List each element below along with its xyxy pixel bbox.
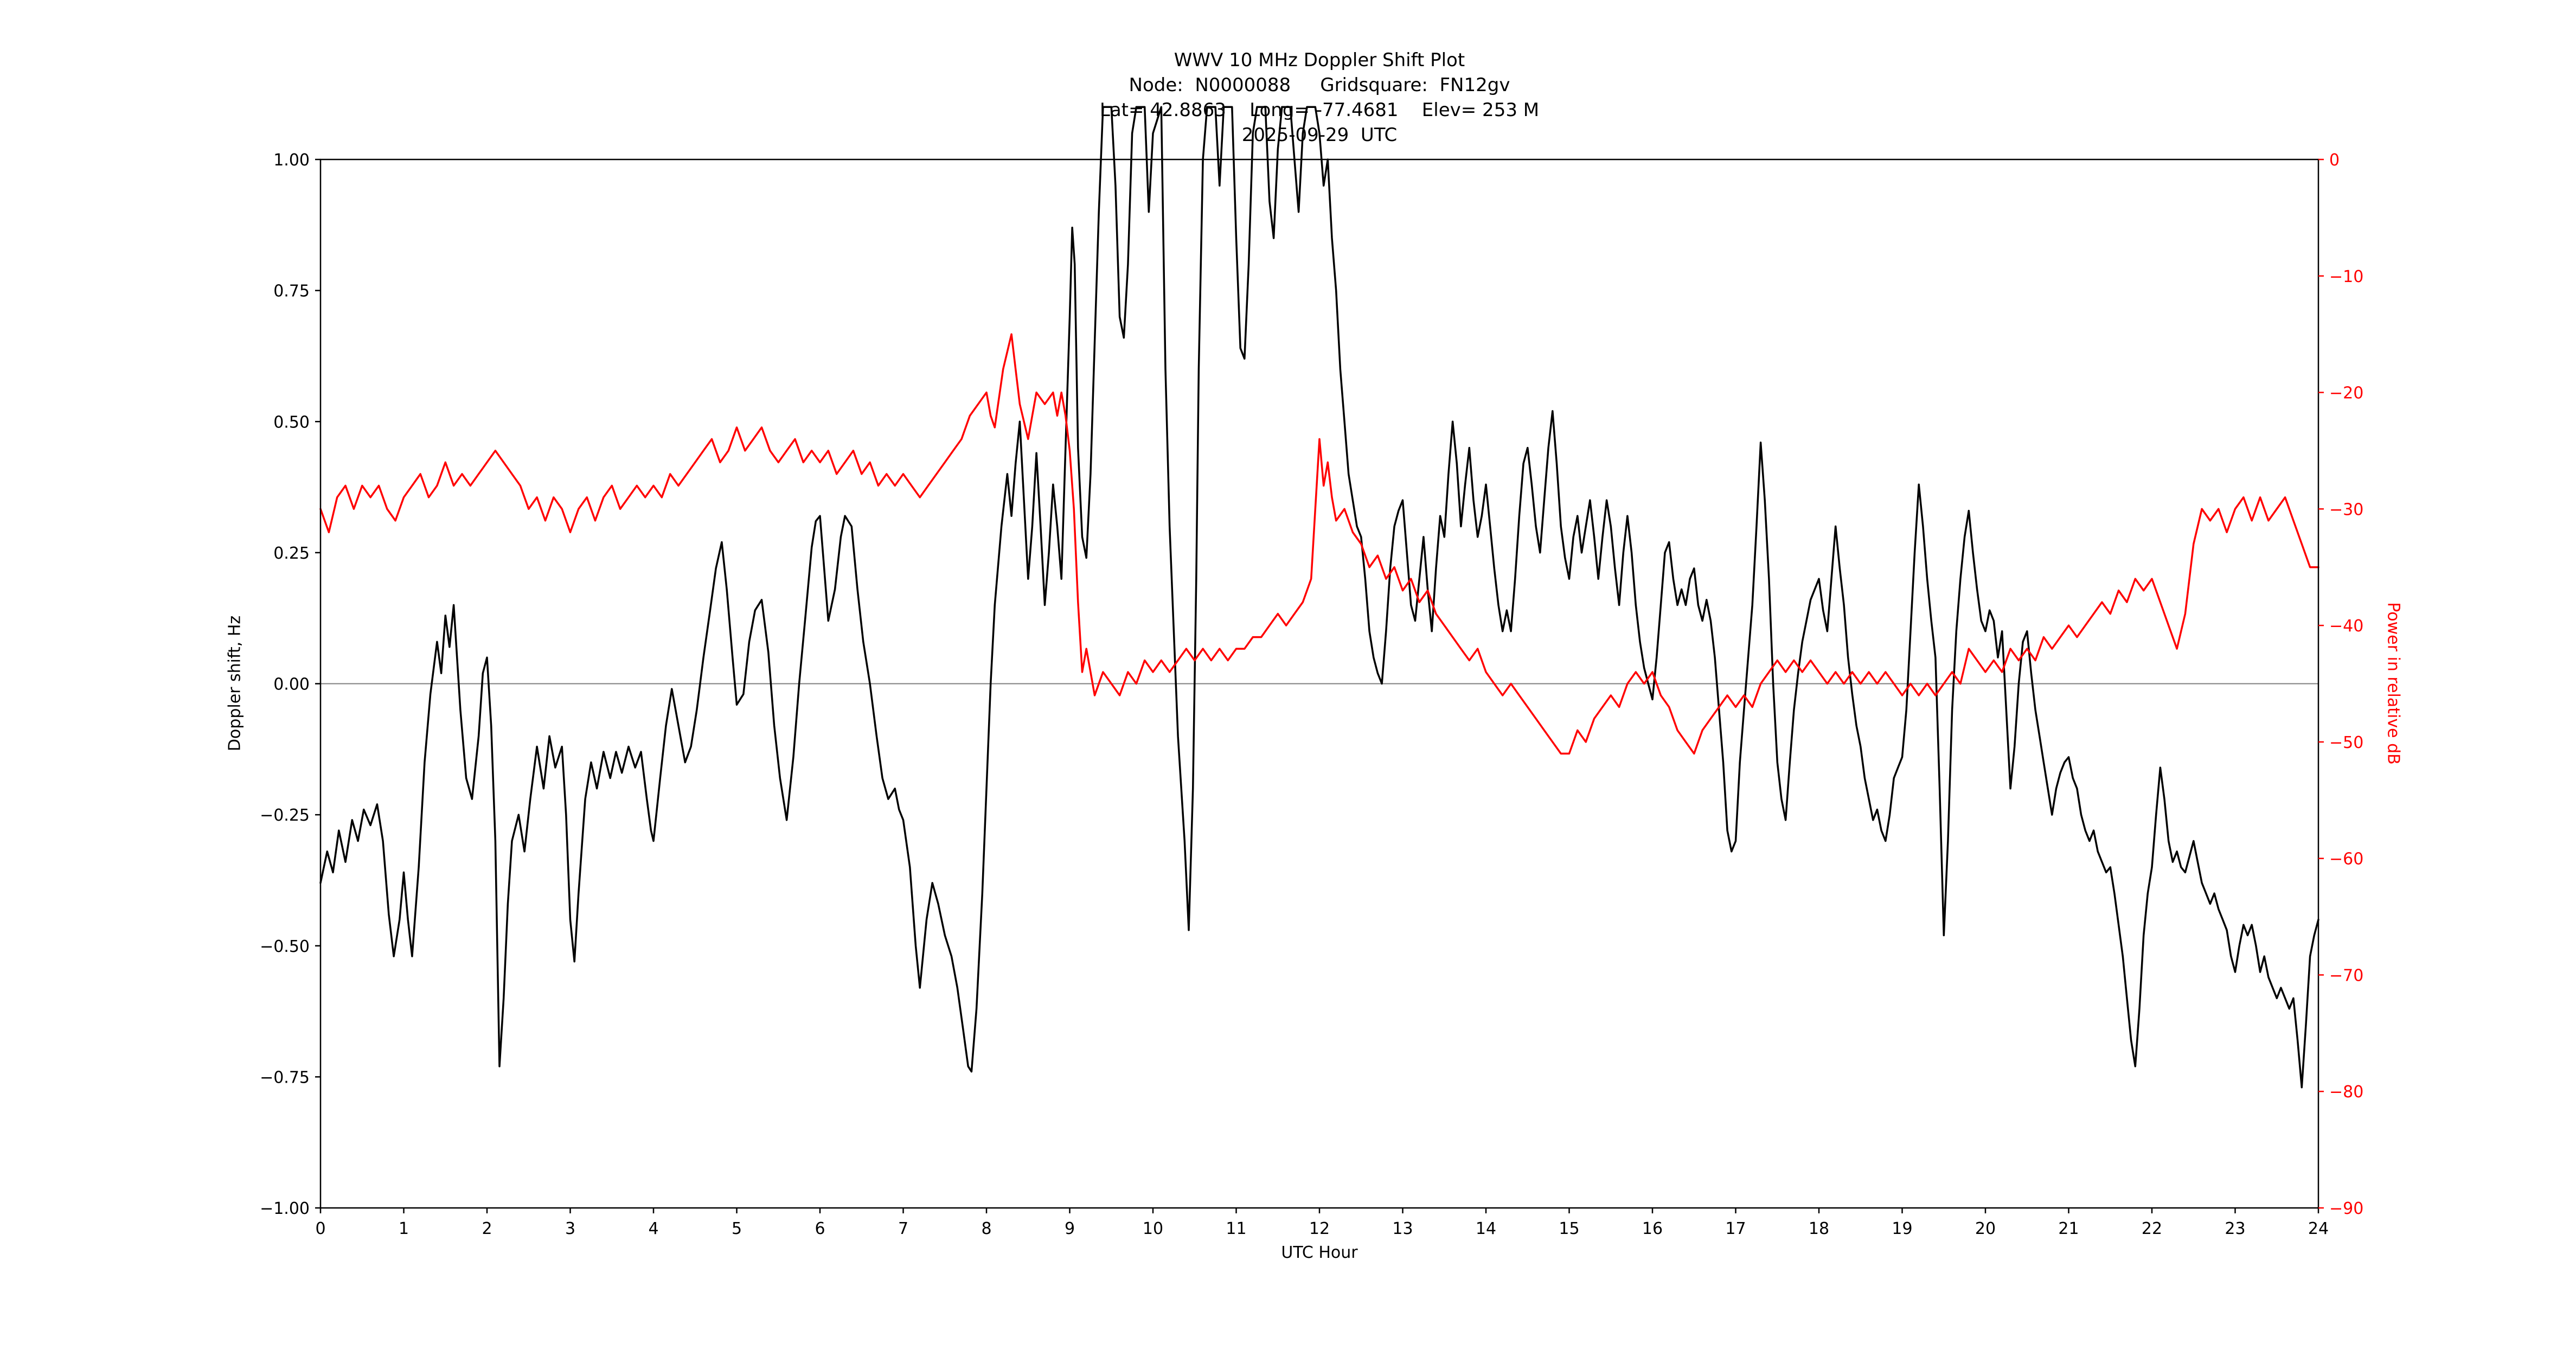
plot-subtitle-node: Node: N0000088 Gridsquare: FN12gv [1129,74,1510,96]
left-y-tick-label: 0.00 [273,675,310,694]
right-y-tick-label: −90 [2329,1199,2363,1218]
x-tick-label: 17 [1725,1219,1746,1238]
x-tick-label: 12 [1309,1219,1330,1238]
x-tick-label: 11 [1226,1219,1246,1238]
x-tick-label: 23 [2225,1219,2245,1238]
right-y-tick-label: −20 [2329,384,2363,403]
x-tick-label: 20 [1975,1219,1996,1238]
left-y-tick-label: 0.75 [273,282,310,301]
x-tick-label: 1 [399,1219,409,1238]
plot-subtitle-location: Lat= 42.8863 Long= -77.4681 Elev= 253 M [1099,99,1540,121]
doppler-series-line [319,106,2319,1089]
x-tick-label: 8 [981,1219,991,1238]
right-y-ticks: 0 −10 −20 −30 −40 −50 −60 −70 −80 −90 [2318,151,2363,1218]
left-y-ticks: 1.00 0.75 0.50 0.25 0.00 −0.25 −0.50 −0.75 −1.00 [260,151,321,1218]
left-y-tick-label: 0.50 [273,413,310,432]
left-y-tick-label: 1.00 [273,151,310,170]
right-y-tick-label: −10 [2329,267,2363,286]
x-tick-label: 5 [732,1219,742,1238]
x-tick-label: 0 [315,1219,325,1238]
x-tick-label: 7 [898,1219,908,1238]
left-y-tick-label: −0.25 [260,806,310,825]
x-tick-label: 21 [2058,1219,2079,1238]
x-tick-label: 18 [1809,1219,1829,1238]
x-tick-label: 3 [565,1219,575,1238]
x-tick-label: 19 [1892,1219,1912,1238]
left-y-tick-label: 0.25 [273,544,310,563]
x-tick-label: 22 [2142,1219,2162,1238]
x-tick-label: 15 [1559,1219,1579,1238]
right-y-tick-label: −30 [2329,500,2363,519]
right-y-tick-label: −70 [2329,966,2363,985]
right-y-tick-label: −80 [2329,1083,2363,1102]
x-tick-label: 4 [648,1219,658,1238]
x-tick-label: 2 [482,1219,492,1238]
plot-subtitle-date: 2025-09-29 UTC [1241,124,1398,146]
right-y-axis-label: Power in relative dB [2383,602,2403,765]
x-ticks: 0 1 2 3 4 5 6 7 8 9 10 11 12 13 14 15 16 17 18 19 20 21 22 23 24 [315,1208,2329,1238]
right-y-tick-label: −60 [2329,850,2363,869]
power-series-line [319,333,2319,755]
right-y-tick-label: −40 [2329,617,2363,636]
plot-title-block: WWV 10 MHz Doppler Shift Plot Node: N000… [321,48,2318,148]
left-y-tick-label: −0.50 [260,937,310,956]
right-y-tick-label: −50 [2329,733,2363,752]
x-tick-label: 14 [1476,1219,1496,1238]
x-axis-label: UTC Hour [1281,1243,1358,1262]
left-y-axis-label: Doppler shift, Hz [225,615,245,752]
x-tick-label: 10 [1143,1219,1163,1238]
x-tick-label: 24 [2308,1219,2329,1238]
x-tick-label: 13 [1392,1219,1413,1238]
x-tick-label: 16 [1642,1219,1663,1238]
x-tick-label: 9 [1065,1219,1075,1238]
left-y-tick-label: −1.00 [260,1199,310,1218]
x-tick-label: 6 [815,1219,825,1238]
right-y-tick-label: 0 [2329,151,2340,170]
left-y-tick-label: −0.75 [260,1068,310,1087]
plot-title: WWV 10 MHz Doppler Shift Plot [1174,49,1465,71]
